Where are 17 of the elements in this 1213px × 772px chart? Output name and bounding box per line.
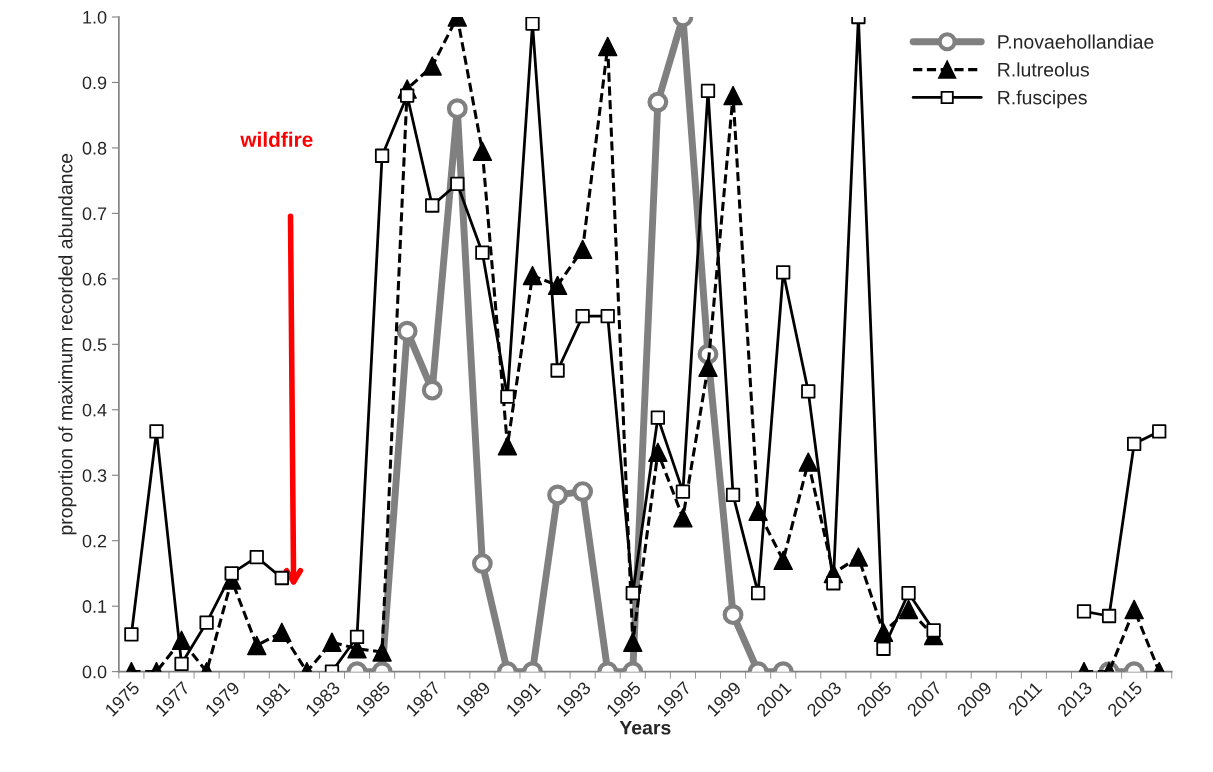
x-axis-title: Years bbox=[619, 720, 671, 735]
y-tick-label: 0.8 bbox=[82, 141, 107, 155]
y-tick-label: 0.9 bbox=[82, 76, 107, 90]
y-tick-label: 0.1 bbox=[82, 600, 107, 613]
y-tick-label: 0.7 bbox=[82, 207, 107, 221]
y-tick-label: 0.3 bbox=[82, 469, 107, 482]
legend-label: R.lutreolus bbox=[998, 62, 1089, 77]
annotation: wildfire bbox=[240, 131, 313, 147]
y-tick-label: 0.2 bbox=[82, 534, 107, 548]
legend-label: P.novaehollandiae bbox=[998, 34, 1154, 49]
y-tick-label: 0.5 bbox=[82, 338, 107, 352]
y-tick-label: 0.6 bbox=[82, 272, 107, 286]
y-tick-label: 0.0 bbox=[82, 665, 107, 679]
legend-label: R.fuscipes bbox=[998, 90, 1087, 109]
y-tick-label: 0.4 bbox=[82, 403, 107, 417]
y-tick-label: 1.0 bbox=[83, 10, 107, 24]
y-axis-title: proportion of maximum recorded abundance bbox=[58, 153, 77, 535]
